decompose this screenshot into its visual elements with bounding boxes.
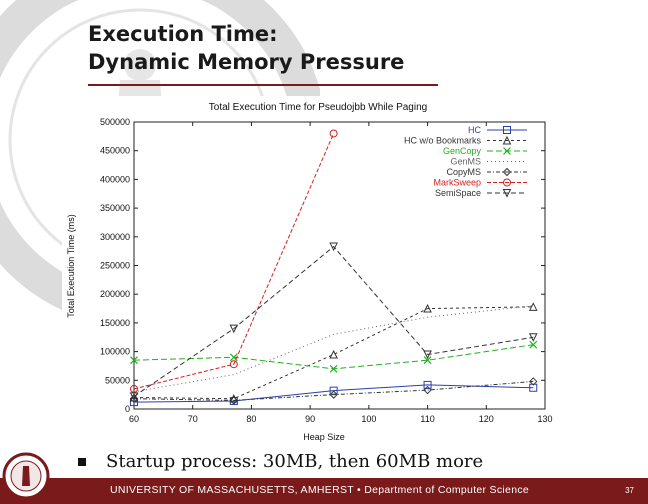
x-tick-label: 120 [479,414,494,424]
y-tick-label: 0 [125,404,130,414]
legend-label: MarkSweep [433,178,481,188]
point-marker [329,390,338,399]
legend-label: SemiSpace [435,188,481,198]
y-tick-label: 500000 [100,117,130,127]
point-marker [229,353,238,362]
legend-label: CopyMS [446,167,481,177]
title-underline [88,84,438,86]
point-marker [503,147,511,155]
y-tick-label: 450000 [100,146,130,156]
bullet-item: Startup process: 30MB, then 60MB more [78,451,483,472]
y-axis-label: Total Execution Time (ms) [66,214,76,318]
chart-title: Total Execution Time for Pseudojbb While… [209,102,427,113]
x-tick-label: 110 [420,414,434,424]
page-number: 37 [625,486,634,495]
y-tick-label: 150000 [100,318,130,328]
legend-label: GenMS [450,157,481,167]
point-marker [130,356,138,365]
execution-time-chart: Total Execution Time for Pseudojbb While… [62,96,562,444]
point-marker [528,333,538,342]
x-tick-label: 80 [246,414,256,424]
point-marker [423,385,432,395]
y-tick-label: 400000 [100,174,130,184]
point-marker [129,392,139,401]
x-tick-label: 60 [129,414,139,424]
point-marker [329,349,338,359]
series-line-5 [133,133,335,390]
point-marker [503,126,511,134]
bullet-text: Startup process: 30MB, then 60MB more [106,451,484,472]
point-marker [528,302,538,311]
y-tick-label: 100000 [100,347,130,357]
footer-seal-logo [2,452,50,500]
x-axis-label: Heap Size [303,432,345,442]
bullet-marker [78,457,86,466]
series-line-6 [133,245,534,397]
footer-bar [0,478,648,504]
y-tick-label: 350000 [100,203,130,213]
point-marker [229,396,239,405]
legend-label: HC [468,125,481,135]
point-marker [502,167,512,177]
point-marker [423,356,432,365]
x-tick-label: 100 [361,414,376,424]
series-line-4 [133,380,534,401]
point-marker [502,135,512,145]
point-marker [329,129,338,138]
slide-title: Execution Time: Dynamic Memory Pressure [88,20,404,76]
point-marker [329,242,338,252]
slide-title-line1: Execution Time: [88,22,278,46]
slide-title-line2: Dynamic Memory Pressure [88,50,405,74]
y-tick-label: 300000 [100,232,130,242]
point-marker [130,398,138,407]
y-tick-label: 50000 [105,375,130,385]
point-marker [502,189,512,198]
point-marker [529,377,538,386]
x-tick-label: 70 [188,414,198,424]
point-marker [503,178,511,187]
legend-label: GenCopy [443,146,482,156]
series-line-3 [133,305,534,393]
x-tick-label: 130 [537,414,552,424]
point-marker [423,380,432,389]
x-tick-label: 90 [305,414,315,424]
legend-label: HC w/o Bookmarks [404,136,482,146]
chart-container: Total Execution Time for Pseudojbb While… [62,96,562,444]
point-marker [423,303,432,313]
point-marker [329,364,338,373]
point-marker [229,324,239,334]
point-marker [229,360,238,369]
y-tick-label: 250000 [100,261,130,271]
footer-text: UNIVERSITY OF MASSACHUSETTS, AMHERST • D… [110,484,530,496]
point-marker [129,394,139,403]
point-marker [529,340,538,349]
y-tick-label: 200000 [100,289,130,299]
series-line-1 [133,306,534,400]
point-marker [423,350,432,360]
